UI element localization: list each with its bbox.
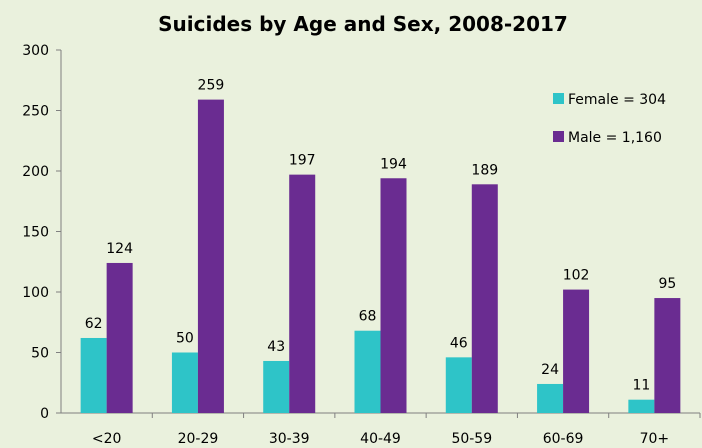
male-data-label: 102 xyxy=(563,268,590,284)
female-data-label: 62 xyxy=(85,316,103,332)
male-data-label: 189 xyxy=(471,162,498,178)
female-bar xyxy=(171,352,198,413)
y-tick-label: 50 xyxy=(31,346,49,362)
y-tick-label: 300 xyxy=(22,43,49,59)
male-bar xyxy=(380,178,407,413)
axes: 0 50 100 150 200 250 300 <20 20-29 30-39 40-49 50-5… xyxy=(22,43,701,447)
bars xyxy=(80,99,681,414)
male-data-label: 95 xyxy=(658,276,676,292)
male-data-label: 259 xyxy=(198,78,225,94)
x-tick-label: 50-59 xyxy=(451,431,492,447)
female-data-label: 68 xyxy=(359,309,377,325)
female-legend-swatch xyxy=(553,93,564,104)
female-bar xyxy=(80,337,107,413)
female-bar xyxy=(537,383,564,413)
male-bar xyxy=(197,99,224,414)
male-bar xyxy=(563,289,590,413)
y-tick-label: 0 xyxy=(40,406,49,422)
female-data-label: 43 xyxy=(267,339,285,355)
female-bar xyxy=(354,330,381,413)
x-tick-label: 30-39 xyxy=(269,431,310,447)
female-data-label: 50 xyxy=(176,331,194,347)
female-bar xyxy=(628,399,655,413)
male-data-label: 197 xyxy=(289,153,316,169)
y-tick-label: 100 xyxy=(22,285,49,301)
female-bar xyxy=(445,357,472,413)
male-bar xyxy=(106,262,133,413)
male-data-label: 194 xyxy=(380,156,407,172)
male-legend-swatch xyxy=(553,131,564,142)
male-data-label: 124 xyxy=(106,241,133,257)
male-bar xyxy=(654,298,681,413)
x-tick-label: <20 xyxy=(92,431,122,447)
data-labels: 62 124 50 259 43 197 68 194 46 189 24 102 11 95 xyxy=(85,78,677,394)
chart-title: Suicides by Age and Sex, 2008-2017 xyxy=(158,12,568,36)
female-data-label: 46 xyxy=(450,335,468,351)
y-tick-label: 200 xyxy=(22,164,49,180)
legend: Female = 304 Male = 1,160 xyxy=(553,92,666,146)
male-bar xyxy=(471,184,498,413)
y-tick-label: 150 xyxy=(22,225,49,241)
female-data-label: 11 xyxy=(632,378,650,394)
x-tick-label: 40-49 xyxy=(360,431,401,447)
female-bar xyxy=(263,360,290,413)
male-bar xyxy=(289,174,316,413)
female-legend-label: Female = 304 xyxy=(568,92,666,108)
male-legend-label: Male = 1,160 xyxy=(568,130,662,146)
x-tick-label: 60-69 xyxy=(543,431,584,447)
x-tick-label: 20-29 xyxy=(178,431,219,447)
female-data-label: 24 xyxy=(541,362,559,378)
y-tick-label: 250 xyxy=(22,104,49,120)
x-tick-label: 70+ xyxy=(640,431,670,447)
